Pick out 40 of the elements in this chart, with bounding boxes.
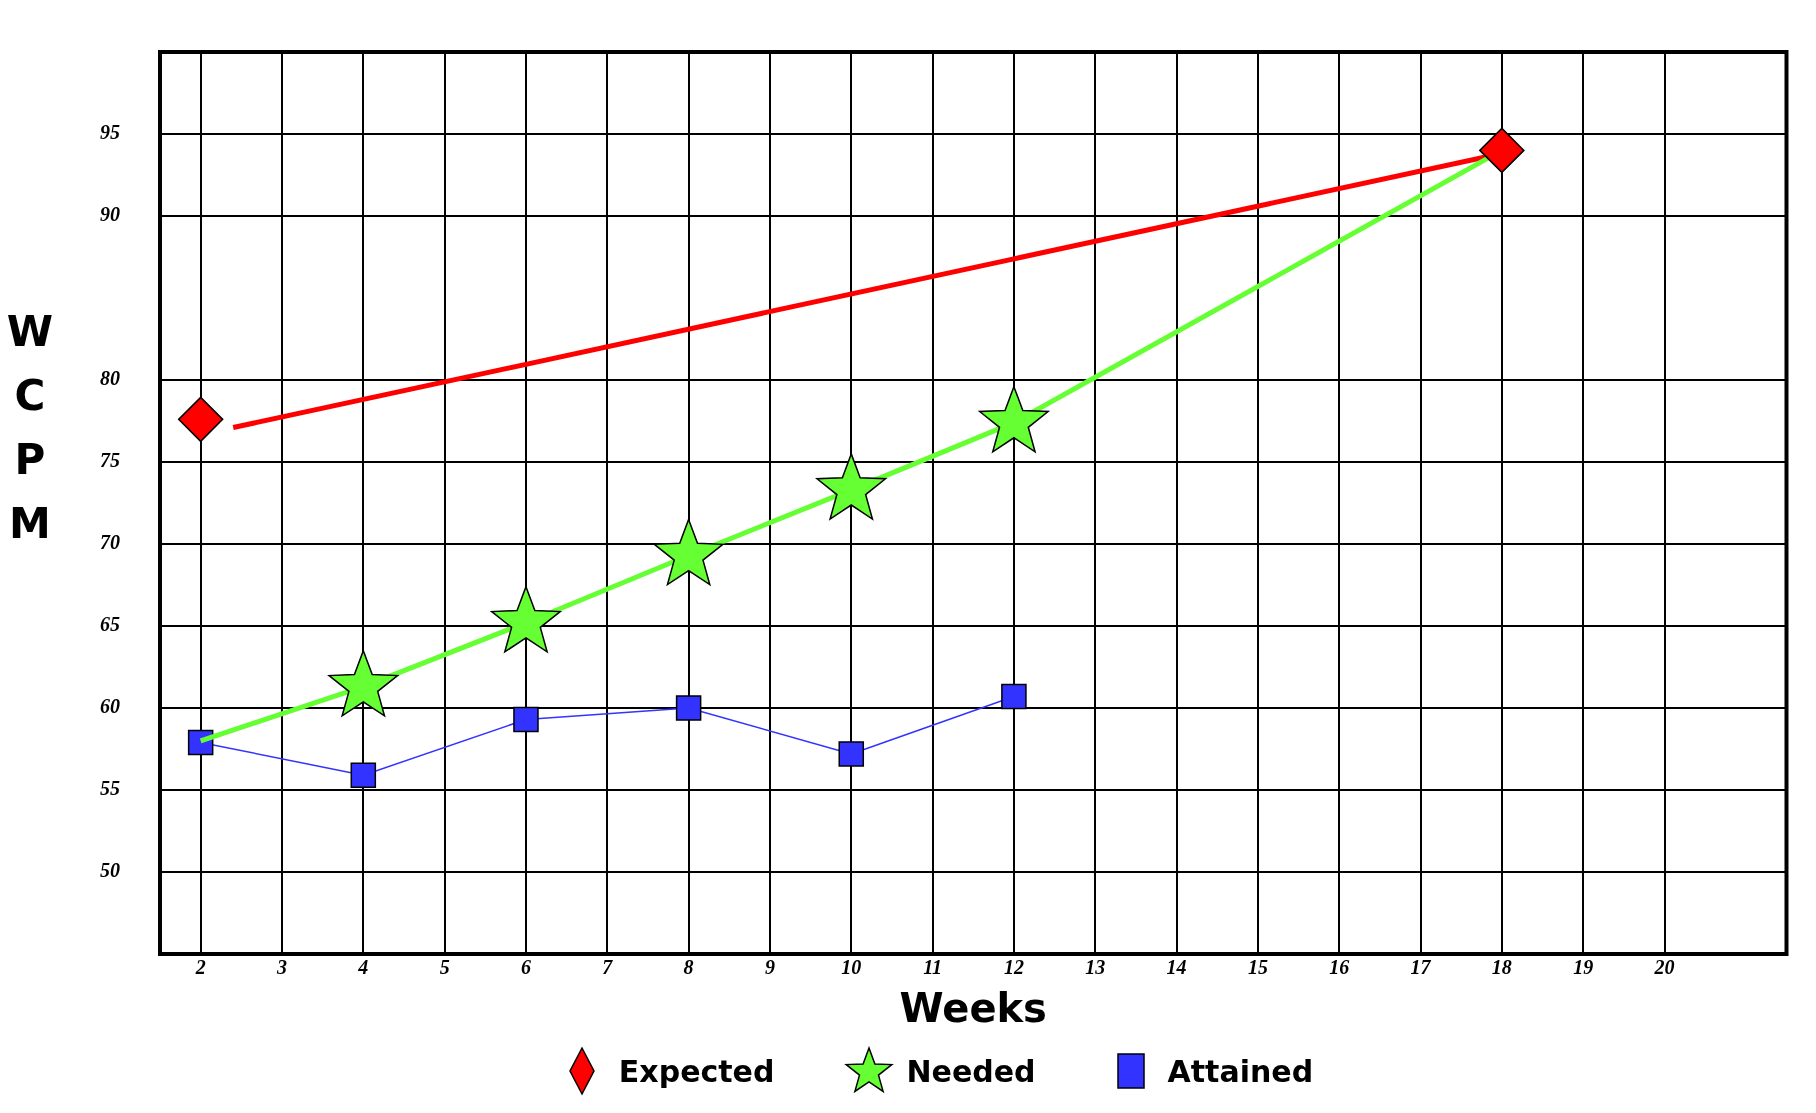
y-tick-label: 70 (100, 531, 120, 554)
x-tick-label: 15 (1247, 956, 1268, 979)
x-tick-label: 13 (1085, 956, 1106, 979)
y-tick-label: 60 (100, 695, 120, 718)
y-tick-label: 90 (100, 203, 120, 226)
x-tick-label: 20 (1653, 956, 1675, 979)
x-tick-label: 2 (194, 956, 206, 979)
x-tick-label: 11 (923, 956, 943, 979)
x-tick-label: 3 (275, 956, 287, 979)
point (1001, 683, 1027, 710)
point (350, 762, 377, 789)
x-tick-label: 18 (1491, 956, 1512, 979)
x-tick-label: 12 (1003, 956, 1024, 979)
x-tick-label: 6 (520, 956, 531, 979)
point (1479, 127, 1525, 174)
x-tick-label: 4 (357, 956, 369, 979)
x-tick-label: 14 (1166, 956, 1187, 979)
y-axis-title: WCPM (5, 306, 55, 550)
y-tick-label: 55 (100, 777, 120, 800)
y-tick-label: 65 (100, 613, 120, 636)
point (675, 695, 702, 721)
x-tick-label: 9 (764, 956, 775, 979)
legend-label: Attained (1167, 1053, 1314, 1089)
x-tick-label: 16 (1329, 956, 1350, 979)
legend-label: Expected (618, 1053, 775, 1089)
legend-label: Needed (906, 1053, 1036, 1089)
x-tick-label: 8 (683, 956, 694, 979)
x-axis-title: Weeks (899, 985, 1047, 1032)
point (177, 396, 224, 443)
point (838, 741, 865, 767)
y-tick-label: 95 (100, 121, 120, 144)
x-tick-label: 7 (602, 956, 614, 979)
y-tick-label: 80 (100, 367, 120, 390)
y-tick-label: 75 (100, 449, 120, 472)
x-tick-label: 10 (841, 956, 862, 979)
x-tick-label: 5 (439, 956, 450, 979)
point (513, 706, 539, 733)
x-tick-label: 17 (1410, 956, 1432, 979)
y-tick-label: 50 (100, 859, 120, 882)
x-tick-label: 19 (1573, 956, 1594, 979)
